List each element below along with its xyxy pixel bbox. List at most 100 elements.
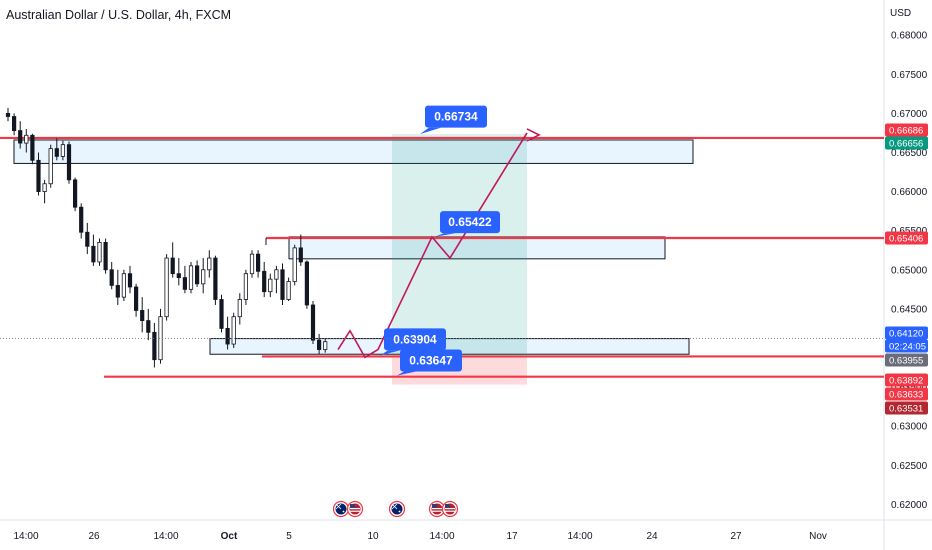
price-tag-label: 0.63531: [889, 404, 923, 415]
flag-star: [342, 510, 345, 513]
callout-label: 0.65422: [448, 215, 492, 229]
time-tick: 5: [286, 531, 292, 542]
callout-box[interactable]: [440, 211, 500, 234]
price-axis[interactable]: 0.680000.675000.670000.665000.660000.655…: [891, 31, 928, 511]
flag-canton: [445, 504, 450, 508]
time-axis[interactable]: 14:00 26 14:00 Oct 5 10 14:00 17 14:00 24 27 Nov: [13, 531, 826, 542]
price-callout[interactable]: 0.63904: [380, 328, 446, 356]
au-flag-icon[interactable]: [388, 500, 406, 518]
price-tag: 0.63531: [885, 401, 928, 415]
candle-down: [73, 179, 78, 208]
zone-rectangle[interactable]: [13, 139, 694, 164]
projection-path[interactable]: [337, 128, 541, 359]
candle-down: [103, 242, 108, 271]
au-us-flag-icon[interactable]: [332, 500, 364, 518]
flag-stripe: [350, 510, 360, 512]
time-tick: 27: [730, 531, 742, 542]
candle-up: [268, 278, 273, 293]
candle-down: [146, 320, 151, 333]
candle-up: [286, 281, 291, 300]
callout-box[interactable]: [425, 105, 487, 128]
economic-events[interactable]: [332, 500, 459, 518]
price-tag-label: 02:24:05: [889, 342, 926, 353]
candle-down: [304, 261, 310, 306]
price-tag-label: 0.63892: [889, 376, 923, 387]
price-tag: 0.63892: [885, 373, 928, 387]
price-tag-label: 0.64120: [889, 329, 923, 340]
candle-down: [219, 299, 224, 329]
candle-up: [188, 265, 194, 290]
price-tick: 0.62500: [891, 461, 928, 472]
callout-pointer: [420, 127, 441, 135]
us-flag-icon[interactable]: [428, 500, 459, 518]
callout-label: 0.66734: [434, 110, 478, 124]
flag-stripe: [432, 510, 442, 512]
candle-up: [249, 253, 255, 275]
candle-up: [207, 257, 212, 271]
currency-label: USD: [890, 8, 912, 19]
candle-down: [66, 144, 72, 181]
price-tag-bg: [885, 373, 928, 387]
price-tag: 0.63633: [885, 387, 928, 401]
candle-down: [127, 273, 133, 288]
candle-up: [237, 299, 242, 318]
price-tick: 0.63000: [891, 422, 928, 433]
price-tag-bg: [885, 136, 928, 150]
callout-box[interactable]: [384, 328, 446, 351]
price-tick: 0.66000: [891, 187, 928, 198]
price-callout[interactable]: 0.65422: [435, 211, 500, 237]
price-tag: 02:24:05: [885, 339, 928, 353]
flag-stripe: [445, 508, 455, 510]
price-tick: 0.65000: [891, 265, 928, 276]
time-tick: 10: [367, 531, 379, 542]
candle-up: [323, 341, 328, 350]
price-callout[interactable]: 0.66734: [420, 105, 487, 135]
candle-down: [310, 304, 316, 341]
callout-box[interactable]: [400, 349, 462, 372]
callout-pointer: [397, 371, 416, 376]
candle-down: [176, 273, 181, 278]
flag-stripe: [445, 510, 455, 512]
candlestick-series: [5, 107, 328, 368]
candle-down: [5, 112, 11, 117]
time-tick: 24: [646, 531, 658, 542]
price-callout[interactable]: 0.63647: [397, 349, 462, 376]
candle-up: [201, 269, 206, 285]
candle-down: [54, 148, 59, 157]
callout-pointer: [435, 233, 456, 237]
candle-down: [262, 270, 267, 293]
price-tag-bg: [885, 387, 928, 401]
candle-down: [11, 116, 17, 131]
candle-down: [133, 286, 139, 311]
callout-label: 0.63647: [409, 354, 453, 368]
projection-arrowhead[interactable]: [526, 128, 541, 142]
price-tag: 0.65406: [885, 231, 928, 245]
profit-zone[interactable]: [392, 134, 527, 356]
price-callouts[interactable]: 0.66734 0.65422 0.63904 0.63647: [380, 105, 500, 376]
candle-down: [170, 257, 175, 275]
flag-canton: [432, 504, 437, 508]
support-resistance-zones[interactable]: [13, 139, 694, 355]
time-tick: Oct: [221, 531, 238, 542]
candle-down: [36, 159, 41, 192]
price-tag-bg: [885, 353, 928, 367]
candle-down: [280, 269, 285, 300]
candle-down: [194, 265, 200, 285]
time-tick: 14:00: [429, 531, 454, 542]
projection-line[interactable]: [337, 132, 528, 359]
price-tick: 0.67500: [891, 70, 928, 81]
price-tag: 0.66656: [885, 136, 928, 150]
candle-down: [79, 206, 84, 233]
candle-down: [115, 285, 120, 298]
symbol-title: Australian Dollar / U.S. Dollar, 4h, FXC…: [6, 8, 232, 22]
candle-down: [213, 257, 218, 300]
callout-label: 0.63904: [393, 332, 437, 346]
candle-down: [182, 277, 187, 290]
candle-down: [85, 231, 90, 247]
candle-down: [225, 328, 230, 345]
candle-up: [60, 144, 66, 157]
flag-cross: [391, 503, 398, 510]
candle-up: [24, 134, 29, 144]
price-tick: 0.68000: [891, 31, 928, 42]
